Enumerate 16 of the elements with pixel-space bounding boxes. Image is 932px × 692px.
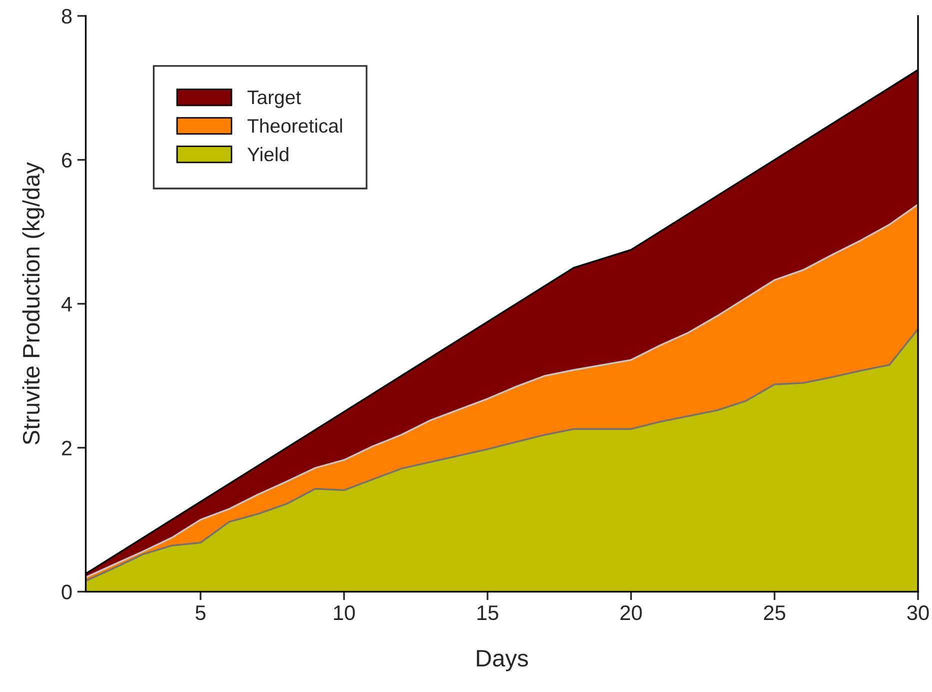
x-tick-label: 30 [907,605,929,620]
x-tick-label: 25 [764,605,786,620]
x-tick-label: 20 [620,605,642,620]
legend-label: Target [247,90,301,108]
x-tick-label: 10 [334,605,355,620]
y-axis-title: Struvite Production (kg/day [22,162,44,444]
x-axis-title: Days [476,650,528,672]
x-tick-label: 15 [478,606,498,620]
y-tick-label: 0 [62,584,72,600]
x-tick-label: 5 [196,606,206,620]
legend-label: Theoretical [247,118,342,133]
y-tick-label: 6 [62,152,72,168]
y-tick-label: 8 [62,8,72,24]
y-tick-label: 4 [61,297,72,312]
y-tick-label: 2 [62,440,72,456]
legend-label: Yield [247,147,288,162]
